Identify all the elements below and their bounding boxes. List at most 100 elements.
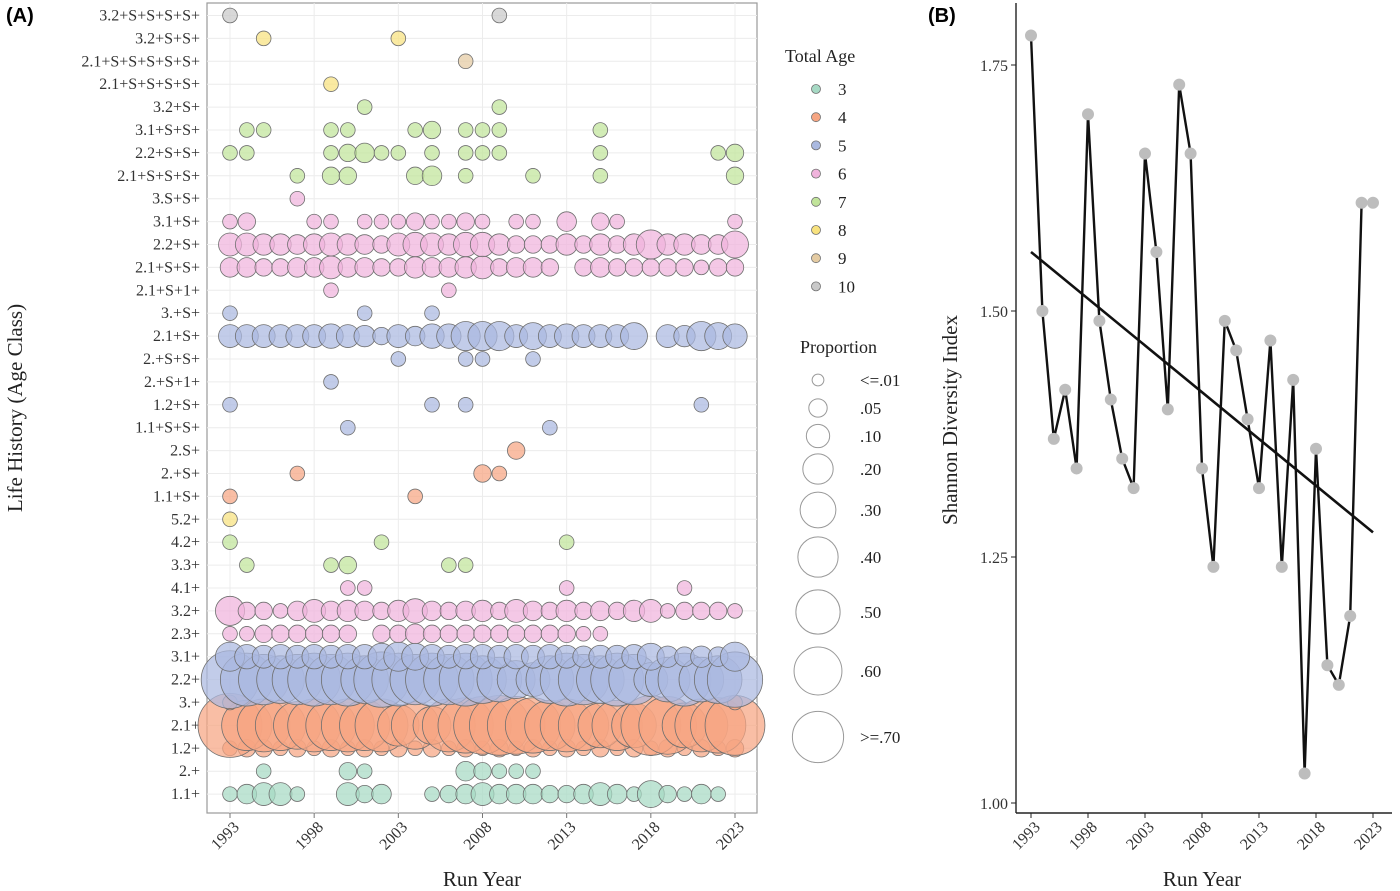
bubble-point — [609, 213, 625, 230]
legend-size-circle — [791, 710, 845, 764]
y-tick-label: 3.S+S+ — [152, 191, 200, 208]
bubble-point — [507, 235, 526, 254]
bubble-point — [525, 763, 541, 779]
legend-proportion-title: Proportion — [800, 337, 877, 357]
legend-size-label: .30 — [860, 501, 881, 520]
y-tick-label: 5.2+ — [171, 511, 200, 528]
bubble-point — [473, 762, 492, 781]
legend-size-circle — [795, 589, 841, 635]
bubble-point — [424, 305, 440, 321]
y-tick-label: 2.+S+1+ — [144, 374, 200, 391]
panel-b-x-tick-label: 2013 — [1237, 819, 1272, 854]
shannon-index-point — [1059, 383, 1072, 396]
panel-b-series — [1029, 35, 1374, 775]
bubble-point — [710, 145, 726, 161]
bubble-point — [305, 624, 324, 643]
bubble-point — [522, 783, 544, 805]
legend-size-label: .20 — [860, 460, 881, 479]
bubble-point — [239, 122, 255, 138]
legend-size-circle — [811, 373, 825, 387]
shannon-index-point — [1344, 610, 1357, 623]
bubble-point — [356, 99, 373, 115]
bubble-point — [422, 120, 442, 140]
legend-size-circle — [797, 536, 839, 578]
y-tick-label: 3.+S+ — [161, 305, 200, 322]
legend-size-label: .60 — [860, 662, 881, 681]
bubble-point — [439, 624, 458, 643]
bubble-point — [268, 782, 293, 806]
x-tick-label: 1993 — [208, 819, 243, 854]
legend-age-swatch — [811, 196, 821, 207]
bubble-point — [289, 190, 306, 207]
panel-b-x-tick-label: 2018 — [1294, 819, 1329, 854]
legend-age-label: 9 — [838, 249, 847, 268]
bubble-point — [457, 351, 474, 367]
bubble-point — [338, 166, 357, 185]
bubble-point — [288, 624, 307, 643]
bubble-point — [727, 213, 743, 230]
bubble-point — [373, 145, 390, 161]
bubble-point — [555, 599, 578, 622]
panel-b-points — [1025, 29, 1379, 780]
panel-a-x-axis-title: Run Year — [443, 867, 521, 891]
bubble-point — [556, 211, 577, 232]
bubble-point — [323, 213, 339, 230]
bubble-point — [592, 122, 609, 138]
bubble-point — [507, 441, 526, 460]
bubble-point — [507, 624, 526, 643]
bubble-point — [340, 419, 356, 436]
bubble-point — [390, 30, 407, 47]
bubble-point — [239, 626, 255, 642]
y-tick-label: 2.1+S+S+ — [135, 259, 200, 276]
bubble-point — [456, 624, 475, 643]
bubble-point — [710, 786, 726, 802]
bubble-point — [390, 213, 407, 230]
shannon-index-point — [1139, 147, 1151, 160]
bubble-point — [254, 624, 273, 643]
bubble-point — [441, 557, 457, 573]
bubble-point — [371, 783, 392, 805]
legend-age-label: 7 — [838, 193, 847, 212]
bubble-point — [354, 257, 375, 278]
x-tick-label: 2013 — [545, 819, 580, 854]
y-tick-label: 3.2+S+S+ — [135, 30, 200, 47]
bubble-point — [471, 599, 494, 622]
panel-b-x-tick-label: 2023 — [1351, 819, 1386, 854]
shannon-index-point — [1150, 245, 1163, 258]
bubble-point — [441, 213, 457, 230]
bubble-point — [676, 580, 693, 596]
bubble-point — [474, 145, 491, 161]
shannon-index-point — [1310, 442, 1322, 455]
legend-age-swatch — [811, 281, 821, 292]
bubble-point — [555, 233, 578, 256]
y-tick-label: 2.+ — [179, 763, 200, 780]
shannon-index-point — [1127, 482, 1140, 495]
bubble-point — [457, 557, 474, 573]
bubble-point — [591, 212, 610, 231]
bubble-point — [474, 213, 491, 230]
y-tick-label: 2.+S+ — [161, 466, 200, 483]
legend-age-swatch — [811, 168, 821, 179]
y-tick-label: 1.1+S+S+ — [135, 420, 200, 437]
bubble-point — [356, 213, 373, 230]
bubble-point — [658, 784, 677, 804]
bubble-point — [323, 557, 339, 573]
bubble-point — [254, 258, 273, 277]
y-tick-label: 3.+ — [179, 695, 200, 712]
bubble-point — [439, 784, 458, 804]
bubble-point — [355, 784, 374, 804]
y-tick-label: 2.1+S+1+ — [136, 282, 200, 299]
bubble-point — [540, 784, 559, 804]
shannon-index-point — [1104, 393, 1117, 406]
bubble-point — [222, 305, 238, 321]
bubble-point — [473, 624, 492, 643]
bubble-point — [490, 624, 509, 643]
panel-a-bubbles — [197, 7, 766, 808]
bubble-point — [606, 783, 628, 805]
bubble-point — [236, 257, 258, 278]
y-tick-label: 4.1+ — [171, 580, 200, 597]
y-tick-label: 3.2+S+S+S+S+ — [99, 8, 200, 25]
y-tick-label: 2.3+ — [171, 626, 200, 643]
y-tick-label: 2.S+ — [170, 443, 200, 460]
legend-age-swatch — [811, 140, 821, 151]
